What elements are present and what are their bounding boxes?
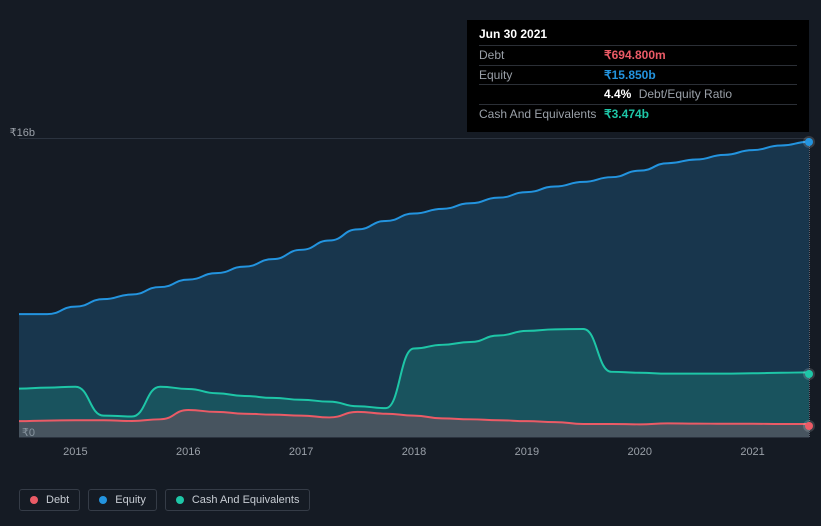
debt-equity-chart: Jun 30 2021 Debt₹694.800mEquity₹15.850b4… — [0, 0, 821, 526]
x-axis-tick: 2018 — [402, 446, 426, 458]
legend-dot-icon — [176, 496, 184, 504]
x-axis-tick: 2017 — [289, 446, 313, 458]
legend-item-cash[interactable]: Cash And Equivalents — [165, 489, 311, 511]
legend-item-equity[interactable]: Equity — [88, 489, 157, 511]
tooltip-row: Debt₹694.800m — [479, 45, 797, 65]
legend-label: Equity — [115, 494, 146, 506]
x-axis-tick: 2020 — [627, 446, 651, 458]
series-end-marker-equity — [805, 138, 813, 146]
plot-area[interactable] — [19, 138, 809, 438]
legend-dot-icon — [30, 496, 38, 504]
tooltip-label: Debt — [479, 47, 604, 64]
tooltip-row: Equity₹15.850b — [479, 65, 797, 85]
series-end-marker-cash — [805, 370, 813, 378]
tooltip-label — [479, 86, 604, 103]
tooltip-row: Cash And Equivalents₹3.474b — [479, 104, 797, 124]
tooltip-label: Cash And Equivalents — [479, 106, 604, 123]
tooltip-value: 4.4% Debt/Equity Ratio — [604, 86, 732, 103]
x-axis-tick: 2015 — [63, 446, 87, 458]
x-axis-tick: 2019 — [515, 446, 539, 458]
tooltip-date: Jun 30 2021 — [479, 26, 797, 45]
legend-label: Cash And Equivalents — [192, 494, 300, 506]
legend-label: Debt — [46, 494, 69, 506]
x-axis-tick: 2021 — [740, 446, 764, 458]
tooltip-label: Equity — [479, 67, 604, 84]
tooltip-value: ₹15.850b — [604, 67, 656, 84]
series-end-marker-debt — [805, 422, 813, 430]
tooltip-row: 4.4% Debt/Equity Ratio — [479, 84, 797, 104]
chart-tooltip: Jun 30 2021 Debt₹694.800mEquity₹15.850b4… — [467, 20, 809, 132]
legend-dot-icon — [99, 496, 107, 504]
tooltip-value: ₹3.474b — [604, 106, 649, 123]
chart-legend: Debt Equity Cash And Equivalents — [19, 489, 310, 511]
hover-line — [809, 139, 810, 437]
x-axis-tick: 2016 — [176, 446, 200, 458]
tooltip-value: ₹694.800m — [604, 47, 666, 64]
legend-item-debt[interactable]: Debt — [19, 489, 80, 511]
